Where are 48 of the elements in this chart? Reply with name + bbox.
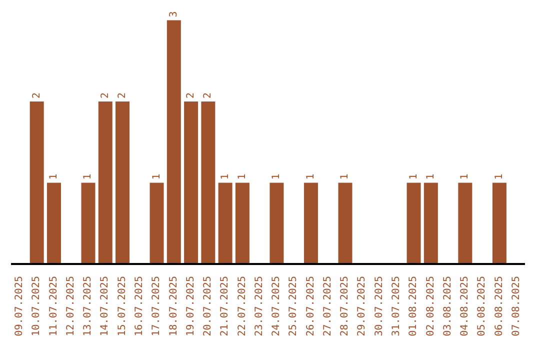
x-tick-label: 30.07.2025 bbox=[374, 276, 385, 336]
x-tick-label: 26.07.2025 bbox=[305, 276, 316, 336]
x-tick-label: 19.07.2025 bbox=[185, 276, 196, 336]
x-tick-label: 18.07.2025 bbox=[168, 276, 180, 336]
data-label: 1 bbox=[425, 174, 436, 180]
x-tick-label: 16.07.2025 bbox=[134, 276, 145, 336]
x-tick-label: 03.08.2025 bbox=[442, 276, 454, 336]
x-tick-label: 05.08.2025 bbox=[476, 276, 488, 336]
x-tick-label: 14.07.2025 bbox=[100, 276, 111, 336]
data-label: 1 bbox=[236, 174, 248, 180]
data-label: 2 bbox=[31, 92, 42, 98]
x-tick-label: 15.07.2025 bbox=[116, 276, 128, 336]
x-tick-label: 17.07.2025 bbox=[151, 276, 162, 336]
x-tick-label: 28.07.2025 bbox=[340, 276, 351, 336]
data-label: 1 bbox=[151, 174, 162, 180]
x-tick-label: 21.07.2025 bbox=[220, 276, 231, 336]
x-tick-label: 10.07.2025 bbox=[31, 276, 42, 336]
x-tick-label: 25.07.2025 bbox=[288, 276, 300, 336]
x-tick-label: 01.08.2025 bbox=[408, 276, 420, 336]
data-label: 1 bbox=[408, 174, 420, 180]
x-tick-label: 27.07.2025 bbox=[322, 276, 334, 336]
x-tick-label: 31.07.2025 bbox=[391, 276, 402, 336]
x-tick-label: 23.07.2025 bbox=[254, 276, 265, 336]
x-tick-label: 06.08.2025 bbox=[494, 276, 505, 336]
data-label: 3 bbox=[168, 11, 180, 18]
data-label: 2 bbox=[186, 92, 197, 98]
data-label: 1 bbox=[220, 174, 231, 180]
data-label: 2 bbox=[202, 92, 214, 98]
x-tick-label: 12.07.2025 bbox=[65, 276, 76, 336]
data-label: 1 bbox=[494, 174, 505, 180]
x-tick-label: 07.08.2025 bbox=[510, 276, 522, 336]
x-tick-label: 04.08.2025 bbox=[460, 276, 471, 336]
data-label: 1 bbox=[340, 174, 351, 180]
data-label: 2 bbox=[117, 92, 128, 98]
x-tick-label: 20.07.2025 bbox=[202, 276, 214, 336]
data-label: 1 bbox=[305, 174, 316, 180]
data-label: 1 bbox=[460, 174, 471, 180]
x-tick-label: 09.07.2025 bbox=[14, 276, 26, 336]
x-tick-label: 29.07.2025 bbox=[356, 276, 368, 336]
x-tick-label: 22.07.2025 bbox=[236, 276, 248, 336]
data-label: 1 bbox=[82, 174, 94, 180]
x-tick-label: 24.07.2025 bbox=[271, 276, 282, 336]
x-tick-label: 11.07.2025 bbox=[48, 276, 60, 336]
data-label: 2 bbox=[100, 92, 111, 98]
data-label: 1 bbox=[48, 174, 60, 180]
x-tick-label: 02.08.2025 bbox=[425, 276, 436, 336]
data-label: 1 bbox=[271, 174, 282, 180]
x-tick-label: 13.07.2025 bbox=[82, 276, 94, 336]
